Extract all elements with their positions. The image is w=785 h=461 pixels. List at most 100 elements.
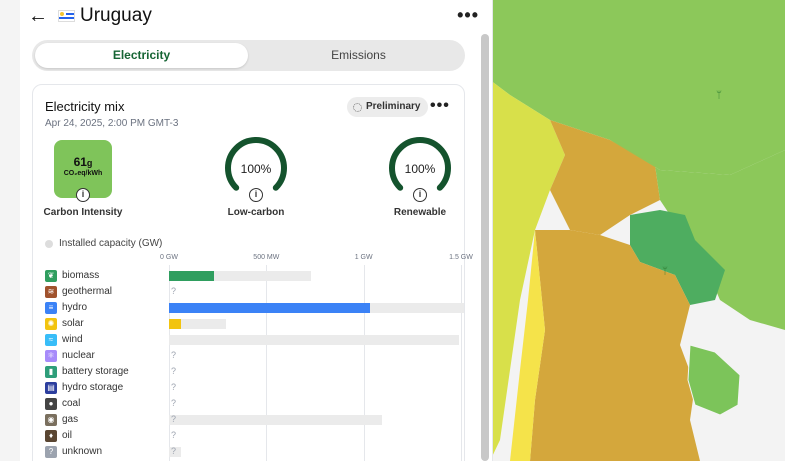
wind-icon: ≈ <box>45 334 57 346</box>
capacity-bar[interactable] <box>169 319 227 329</box>
more-horizontal-icon[interactable]: ••• <box>457 5 479 25</box>
source-row-biomass[interactable]: ❦ biomass <box>45 269 455 283</box>
source-label: solar <box>62 318 84 329</box>
map-region-west-coast <box>490 80 565 461</box>
source-label: geothermal <box>62 286 113 297</box>
oil-drop-icon: ♦ <box>45 430 57 442</box>
world-map[interactable]: ᛘ ᛘ <box>490 0 785 461</box>
atom-icon: ⚛ <box>45 350 57 362</box>
production-bar[interactable] <box>169 271 214 281</box>
axis-tick-label: 1 GW <box>354 254 373 261</box>
low-carbon-label: Low-carbon <box>227 207 285 218</box>
source-row-hydro[interactable]: ≡ hydro <box>45 301 464 315</box>
uruguay-flag-icon <box>58 10 75 22</box>
page-title: Uruguay <box>80 5 152 26</box>
unknown-value-mark: ? <box>171 446 177 456</box>
card-more-icon[interactable]: ••• <box>430 97 450 114</box>
info-icon[interactable]: i <box>249 188 263 202</box>
axis-tick-label: 500 MW <box>253 254 280 261</box>
coal-icon: ● <box>45 398 57 410</box>
renewable-label: Renewable <box>393 207 447 218</box>
capacity-bar[interactable] <box>169 335 460 345</box>
scrollbar[interactable] <box>481 34 489 461</box>
gridline <box>169 265 170 461</box>
source-label: coal <box>62 398 81 409</box>
map-wind-marker-icon: ᛘ <box>716 90 722 101</box>
source-row-solar[interactable]: ✺ solar <box>45 317 455 331</box>
map-region-bolivia <box>550 120 660 235</box>
heat-icon: ≋ <box>45 286 57 298</box>
renewable-arc <box>389 137 451 191</box>
source-row-gas[interactable]: ◉ gas? <box>45 413 455 427</box>
unknown-value-mark: ? <box>171 398 177 408</box>
question-icon: ? <box>45 446 57 458</box>
source-label: battery storage <box>62 366 129 377</box>
sun-icon: ✺ <box>45 318 57 330</box>
map-region-brazil <box>610 140 785 330</box>
capacity-bar[interactable] <box>169 271 312 281</box>
preliminary-badge: Preliminary <box>347 97 429 117</box>
info-icon[interactable]: i <box>76 188 90 202</box>
water-icon: ≡ <box>45 302 57 314</box>
production-bar[interactable] <box>169 319 181 329</box>
map-wind-marker-icon: ᛘ <box>662 266 668 277</box>
production-bar[interactable] <box>169 303 371 313</box>
battery-icon: ▮ <box>45 366 57 378</box>
unknown-value-mark: ? <box>171 286 177 296</box>
map-region-paraguay <box>630 210 725 305</box>
scrollbar-thumb[interactable] <box>481 34 489 461</box>
card-date: Apr 24, 2025, 2:00 PM GMT-3 <box>45 118 179 129</box>
capacity-legend[interactable]: Installed capacity (GW) <box>45 238 162 249</box>
capacity-bar[interactable] <box>169 415 383 425</box>
source-label: nuclear <box>62 350 95 361</box>
source-label: gas <box>62 414 79 425</box>
unknown-value-mark: ? <box>171 366 177 376</box>
source-row-geothermal[interactable]: ≋ geothermal? <box>45 285 455 299</box>
tab-bar: Electricity Emissions <box>32 40 465 71</box>
unknown-value-mark: ? <box>171 350 177 360</box>
pump-icon: ▤ <box>45 382 57 394</box>
source-label: hydro <box>62 302 88 313</box>
tab-emissions[interactable]: Emissions <box>331 48 386 62</box>
source-row-nuclear[interactable]: ⚛ nuclear? <box>45 349 455 363</box>
source-row-wind[interactable]: ≈ wind <box>45 333 460 347</box>
info-icon[interactable]: i <box>413 188 427 202</box>
source-label: biomass <box>62 270 100 281</box>
source-label: oil <box>62 430 73 441</box>
map-regions: ᛘ ᛘ <box>490 0 785 461</box>
map-region-chile <box>510 230 545 461</box>
source-label: wind <box>62 334 83 345</box>
low-carbon-gauge <box>225 137 287 191</box>
source-row-unknown[interactable]: ? unknown? <box>45 445 455 459</box>
gridline <box>363 265 365 461</box>
card-title: Electricity mix <box>45 99 125 114</box>
gridline <box>461 265 462 461</box>
leaf-icon: ❦ <box>45 270 57 282</box>
capacity-bar[interactable] <box>169 447 181 457</box>
map-region-argentina <box>530 230 700 461</box>
renewable-value: 100% <box>404 162 436 176</box>
gridline <box>266 265 268 461</box>
capacity-legend-label: Installed capacity (GW) <box>59 238 163 249</box>
arrow-left-icon[interactable]: ← <box>28 5 48 27</box>
carbon-intensity-unit: CO₂eq/kWh <box>63 170 103 177</box>
low-carbon-arc <box>225 137 287 191</box>
source-row-battery-storage[interactable]: ▮ battery storage? <box>45 365 455 379</box>
unknown-value-mark: ? <box>171 414 177 424</box>
unknown-value-mark: ? <box>171 430 177 440</box>
axis-tick-label: 0 GW <box>160 254 178 261</box>
renewable-gauge <box>389 137 451 191</box>
source-row-oil[interactable]: ♦ oil? <box>45 429 455 443</box>
low-carbon-value: 100% <box>240 162 272 176</box>
unknown-value-mark: ? <box>171 382 177 392</box>
tab-electricity[interactable]: Electricity <box>35 43 248 68</box>
carbon-intensity-label: Carbon Intensity <box>43 207 123 218</box>
map-region-uruguay <box>687 344 741 416</box>
panel-header: ← Uruguay ••• <box>20 0 492 34</box>
production-chart: 0 GW 500 MW 1 GW 1.5 GW ❦ biomass ≋ geothermal?… <box>33 251 473 461</box>
flame-icon: ◉ <box>45 414 57 426</box>
preliminary-label: Preliminary <box>366 101 421 112</box>
source-label: hydro storage <box>62 382 124 393</box>
source-row-coal[interactable]: ● coal? <box>45 397 455 411</box>
source-row-hydro-storage[interactable]: ▤ hydro storage? <box>45 381 455 395</box>
